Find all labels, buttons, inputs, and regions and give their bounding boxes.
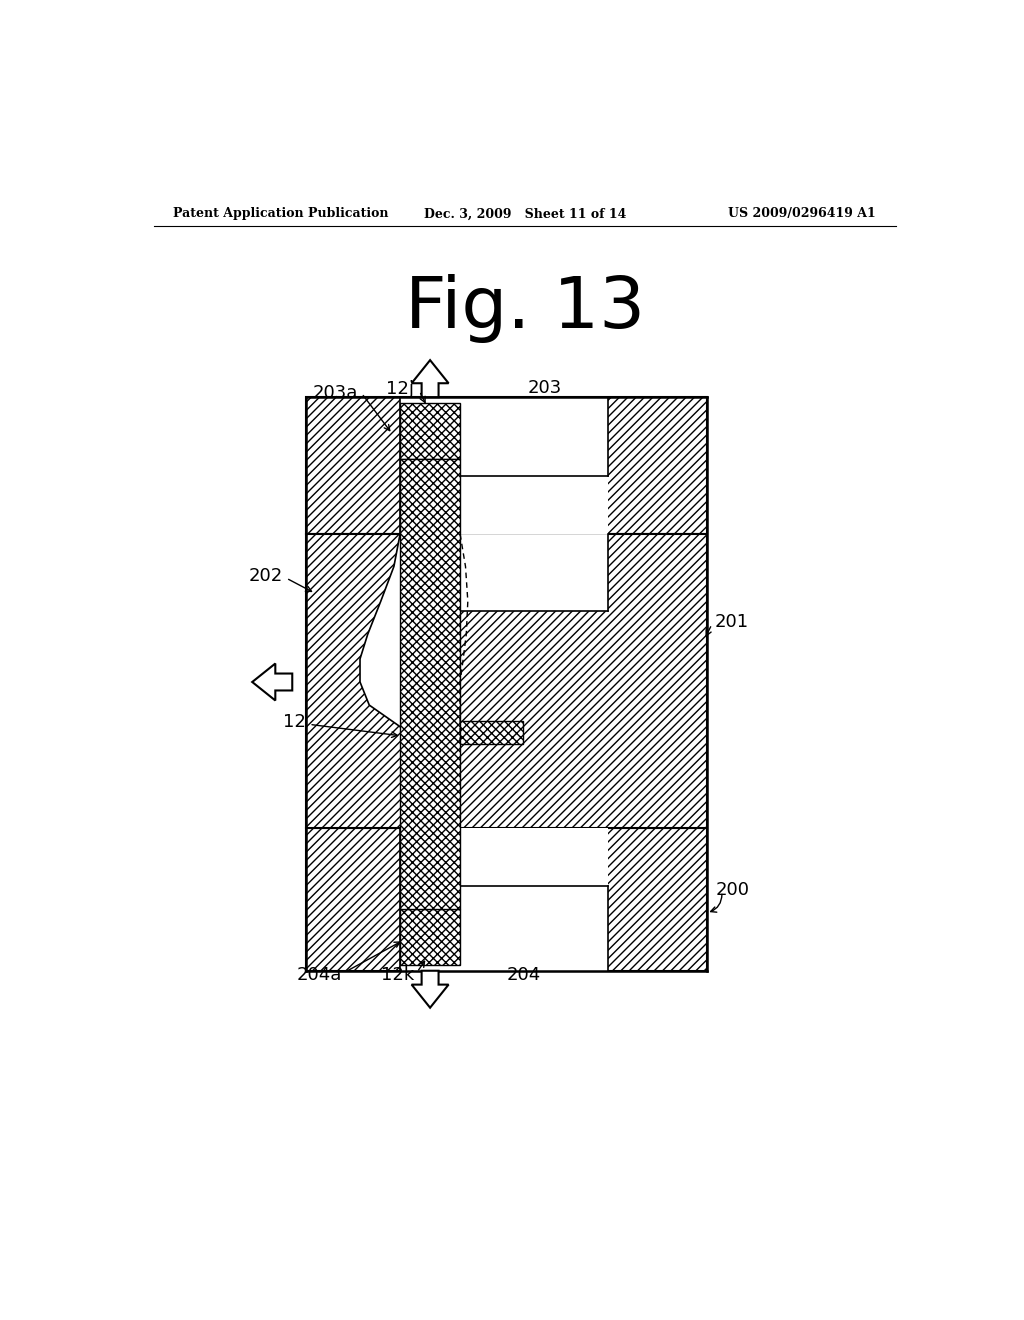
FancyArrow shape xyxy=(412,360,449,397)
Polygon shape xyxy=(400,909,460,965)
FancyArrow shape xyxy=(252,664,292,701)
Text: 203: 203 xyxy=(528,379,562,397)
Polygon shape xyxy=(460,477,608,535)
Text: 202: 202 xyxy=(249,566,283,585)
Bar xyxy=(400,829,460,970)
Text: Patent Application Publication: Patent Application Publication xyxy=(173,207,388,220)
Text: 12: 12 xyxy=(284,713,306,731)
Polygon shape xyxy=(306,829,707,970)
Polygon shape xyxy=(608,397,707,477)
Polygon shape xyxy=(400,404,460,459)
Polygon shape xyxy=(306,397,400,535)
FancyArrow shape xyxy=(412,970,449,1007)
Text: 12j: 12j xyxy=(386,380,414,397)
Text: 200: 200 xyxy=(716,880,750,899)
Polygon shape xyxy=(460,397,707,535)
Polygon shape xyxy=(306,535,707,829)
Polygon shape xyxy=(306,397,707,535)
Text: Fig. 13: Fig. 13 xyxy=(404,275,645,343)
Polygon shape xyxy=(400,459,460,909)
Bar xyxy=(400,397,608,535)
Text: 203a: 203a xyxy=(312,384,357,403)
Polygon shape xyxy=(461,829,607,886)
Polygon shape xyxy=(360,535,608,829)
Bar xyxy=(400,829,608,970)
Polygon shape xyxy=(412,721,523,743)
Text: US 2009/0296419 A1: US 2009/0296419 A1 xyxy=(728,207,876,220)
Text: 204a: 204a xyxy=(297,966,342,983)
Text: 204: 204 xyxy=(506,966,541,983)
Bar xyxy=(400,397,460,535)
Text: 201: 201 xyxy=(714,612,749,631)
Polygon shape xyxy=(461,478,607,533)
Text: Dec. 3, 2009   Sheet 11 of 14: Dec. 3, 2009 Sheet 11 of 14 xyxy=(424,207,626,220)
Text: 12k: 12k xyxy=(381,966,414,983)
